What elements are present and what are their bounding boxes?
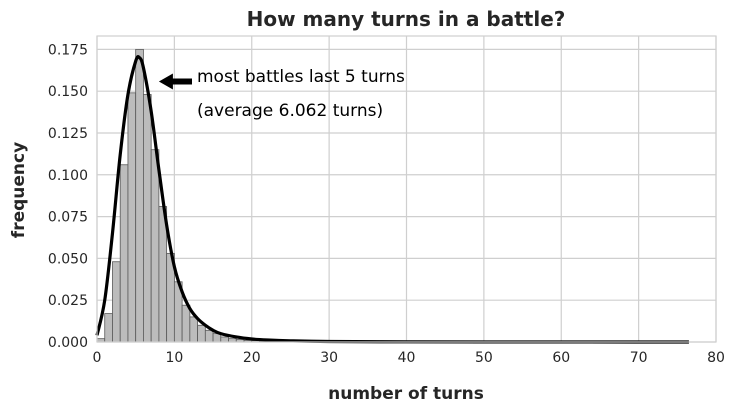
y-tick-label: 0.050 [48, 251, 88, 267]
kde-curve [95, 55, 689, 344]
histogram-bar [135, 48, 144, 343]
x-tick-label: 70 [630, 350, 648, 366]
y-tick-label: 0.125 [48, 126, 88, 142]
annotation-arrow [158, 73, 192, 90]
histogram-bar [197, 324, 206, 343]
x-tick-label: 20 [243, 350, 261, 366]
tick-labels: 0 10 20 30 40 50 60 70 80 0.000 0.025 0.050 0.075 0.1… [48, 42, 725, 366]
y-tick-label: 0.000 [48, 335, 88, 351]
histogram-bar [104, 313, 113, 343]
x-tick-label: 50 [475, 350, 493, 366]
y-tick-label: 0.175 [48, 42, 88, 58]
x-tick-label: 30 [320, 350, 338, 366]
annotation-main: most battles last 5 turns [197, 67, 405, 87]
x-tick-label: 80 [707, 350, 725, 366]
histogram-bar [189, 316, 198, 343]
y-tick-label: 0.025 [48, 293, 88, 309]
plot-frame [96, 35, 717, 343]
histogram-bar [181, 304, 191, 343]
y-tick-label: 0.150 [48, 84, 88, 100]
annotation-sub: (average 6.062 turns) [197, 101, 383, 121]
histogram-bar [220, 336, 229, 343]
x-axis-label: number of turns [328, 384, 484, 404]
histogram-bar [150, 149, 160, 343]
x-tick-label: 10 [165, 350, 183, 366]
histogram-bar [127, 92, 137, 343]
y-axis-label: frequency [9, 142, 29, 238]
histogram-bar [119, 164, 129, 343]
x-tick-label: 60 [552, 350, 570, 366]
arrow-head [158, 73, 173, 90]
histogram-bar [143, 94, 152, 343]
histogram-bar [112, 261, 121, 343]
histogram-bar [204, 329, 214, 343]
y-tick-label: 0.075 [48, 210, 88, 226]
x-tick-label: 40 [398, 350, 416, 366]
y-tick-label: 0.100 [48, 168, 88, 184]
x-tick-label: 0 [93, 350, 102, 366]
histogram [96, 48, 330, 343]
chart-title: How many turns in a battle? [247, 7, 566, 31]
